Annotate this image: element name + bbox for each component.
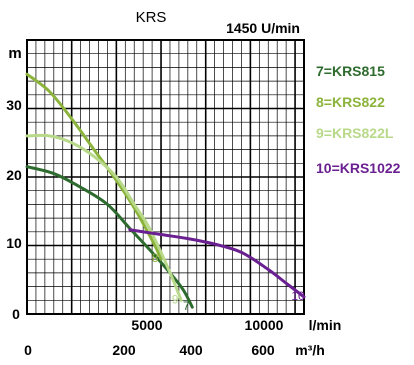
- x-top-unit-label: l/min: [309, 317, 342, 333]
- legend-item-krs822l: 9=KRS822L: [316, 125, 394, 141]
- legend-item-krs822: 8=KRS822: [316, 94, 385, 110]
- series-line-8: [25, 72, 163, 261]
- x-bottom-tick-label: 400: [179, 342, 203, 358]
- curve-marker-8: 8: [152, 251, 159, 265]
- x-bottom-tick-label: 600: [251, 342, 275, 358]
- legend-item-krs1022: 10=KRS1022: [316, 160, 401, 176]
- y-tick-label: 0: [12, 306, 20, 322]
- plot-frame: [26, 39, 305, 315]
- speed-label: 1450 U/min: [226, 20, 300, 36]
- curve-marker-7: 7: [183, 299, 190, 313]
- y-tick-labels: 0 10 20 30: [6, 97, 22, 322]
- x-bottom-unit-label: m³/h: [295, 342, 325, 358]
- y-tick-label: 30: [6, 97, 22, 113]
- series-line-10: [128, 228, 306, 299]
- series-line-9: [25, 133, 183, 302]
- curve-markers: 7 8 9 10: [152, 251, 305, 313]
- x-top-tick-label: 5000: [131, 317, 162, 333]
- y-tick-label: 20: [6, 167, 22, 183]
- curve-marker-9: 9: [172, 292, 179, 306]
- y-axis-label: m: [8, 45, 21, 62]
- curve-marker-10: 10: [291, 289, 305, 303]
- series-layer: [25, 72, 306, 309]
- legend-item-krs815: 7=KRS815: [316, 63, 385, 79]
- x-bottom-tick-labels: 0 200 400 600: [24, 342, 275, 358]
- y-tick-label: 10: [6, 235, 22, 251]
- legend: 7=KRS815 8=KRS822 9=KRS822L 10=KRS1022: [316, 63, 401, 176]
- grid: [27, 40, 304, 314]
- x-top-tick-labels: 5000 10000: [131, 317, 283, 333]
- x-bottom-tick-label: 0: [24, 342, 32, 358]
- x-bottom-tick-label: 200: [112, 342, 136, 358]
- chart-title: KRS: [136, 9, 167, 26]
- x-top-tick-label: 10000: [245, 317, 284, 333]
